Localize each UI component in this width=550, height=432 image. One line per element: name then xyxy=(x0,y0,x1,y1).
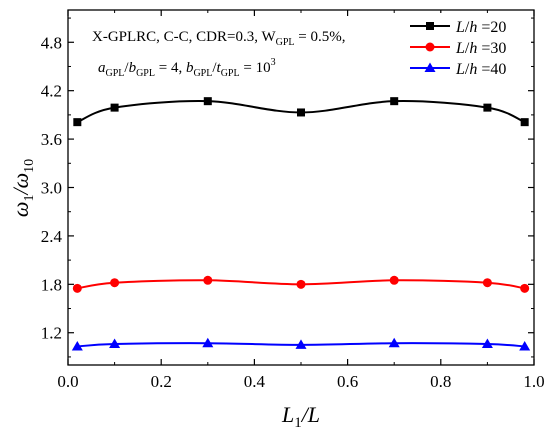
annotation-line1: X-GPLRC, C-C, CDR=0.3, WGPL = 0.5%, xyxy=(92,29,346,48)
series-1-point xyxy=(483,103,492,112)
series-1-point xyxy=(110,103,119,112)
series-2-point xyxy=(110,278,120,288)
series-2-point xyxy=(72,283,82,293)
series-2-point xyxy=(203,275,213,285)
x-tick-label: 0.6 xyxy=(337,372,358,391)
axis-ticks: 0.0 0.2 0.4 0.6 0.8 1.0 1.2 1.8 2.4 3.0 3.6 4.2 4.8 xyxy=(41,10,545,391)
legend-swatch-marker xyxy=(426,22,434,30)
legend-swatch-marker xyxy=(424,62,436,72)
series-1-point xyxy=(297,108,305,117)
legend-item-2: L/h =30 xyxy=(410,40,506,57)
series-2-point xyxy=(482,278,492,288)
series-3-point xyxy=(295,339,307,349)
y-tick-label: 1.8 xyxy=(41,275,62,294)
legend-label: L/h =40 xyxy=(455,61,506,78)
y-tick-label: 1.2 xyxy=(41,324,62,343)
series-3-point xyxy=(202,337,214,348)
series-3 xyxy=(71,337,531,351)
series-3-point xyxy=(109,338,121,349)
series-1-point xyxy=(520,118,529,127)
y-tick-label: 4.2 xyxy=(41,82,62,101)
series-1 xyxy=(73,97,529,127)
legend-label: L/h =30 xyxy=(455,40,506,57)
series-3-point xyxy=(388,337,400,348)
legend-item-3: L/h =40 xyxy=(410,61,506,78)
series-layer xyxy=(71,97,531,351)
x-tick-label: 0.8 xyxy=(430,372,451,391)
legend-item-1: L/h =20 xyxy=(410,19,506,36)
x-axis-title: L1/L xyxy=(281,402,320,431)
x-tick-label: 0.0 xyxy=(57,372,78,391)
y-tick-label: 4.8 xyxy=(41,33,62,52)
y-tick-label: 2.4 xyxy=(41,227,63,246)
annotation-line2: aGPL/bGPL = 4, bGPL/tGPL = 103 xyxy=(98,57,276,79)
series-2-point xyxy=(296,279,306,289)
y-tick-label: 3.6 xyxy=(41,130,62,149)
series-1-point xyxy=(203,97,212,106)
series-3-point xyxy=(481,338,493,349)
x-tick-label: 0.2 xyxy=(151,372,172,391)
x-tick-label: 0.4 xyxy=(244,372,266,391)
series-3-point xyxy=(71,340,83,351)
legend: L/h =20 L/h =30 L/h =40 xyxy=(405,13,531,85)
legend-swatch-marker xyxy=(425,42,435,52)
series-2-point xyxy=(389,275,399,285)
series-3-point xyxy=(519,340,531,351)
series-1-point xyxy=(73,118,82,127)
series-2-point xyxy=(520,283,530,293)
series-1-point xyxy=(390,97,399,106)
x-tick-label: 1.0 xyxy=(523,372,544,391)
legend-label: L/h =20 xyxy=(455,19,506,36)
y-tick-label: 3.0 xyxy=(41,179,62,198)
series-2 xyxy=(72,275,530,293)
y-axis-title: ω1/ω10 xyxy=(8,159,37,217)
